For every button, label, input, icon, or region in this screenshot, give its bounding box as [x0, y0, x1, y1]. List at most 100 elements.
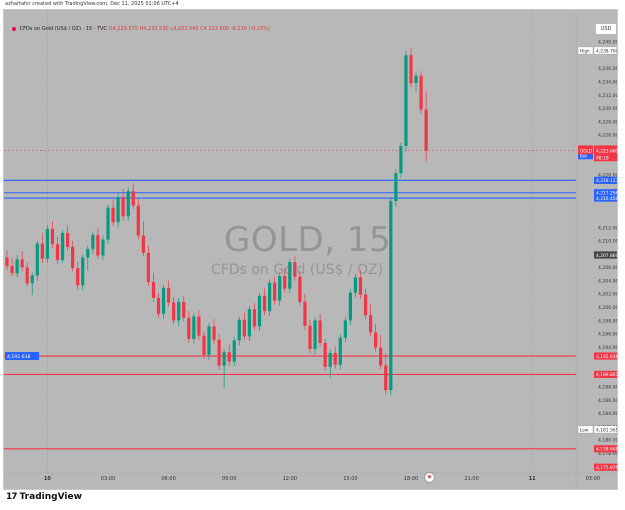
price-label-bid-tag-bg: [578, 152, 593, 160]
chart-panel[interactable]: 10 03:00 06:00 09:00 12:00 15:00 18:00 21:00 11 0…: [3, 9, 618, 490]
price-label-blue: 4,217.256: [596, 191, 617, 197]
candle-body: [323, 343, 327, 367]
price-tick-label: 4,196.000: [598, 332, 617, 338]
price-tick-label: 4,206.000: [598, 265, 617, 271]
price-tick-label: 4,210.000: [598, 239, 617, 245]
price-tick-label: 4,184.000: [598, 411, 617, 417]
candle-body: [353, 277, 358, 293]
candle-body: [207, 326, 211, 355]
candle-body: [111, 207, 115, 223]
candle-body: [66, 232, 70, 247]
candle-body: [177, 301, 181, 321]
candle-body: [101, 239, 105, 256]
candle-body: [369, 315, 373, 333]
price-axis: [576, 10, 617, 489]
candle-body: [222, 352, 226, 366]
symbol-name[interactable]: CFDs on Gold (US$ / OZ) · 15 · TVC: [19, 26, 107, 32]
candle-body: [45, 228, 49, 259]
ohlc-open: O4,229.575: [108, 26, 138, 32]
candle-body: [136, 205, 140, 236]
candle-body: [20, 259, 24, 268]
candle-body: [156, 297, 161, 314]
price-label-red-bg: [594, 352, 617, 360]
candle-body: [192, 316, 196, 340]
price-tick-label: 4,194.000: [598, 345, 617, 351]
candle-body: [283, 276, 287, 289]
candle-body: [161, 287, 166, 314]
currency-button[interactable]: USD: [595, 23, 617, 35]
price-label-low-tag: Low: [580, 427, 589, 432]
price-tick-label: 4,202.000: [598, 292, 617, 298]
candle-body: [60, 232, 65, 261]
price-tick-label: 4,204.000: [598, 278, 617, 284]
candle-body: [242, 319, 246, 337]
price-tick-label: 4,180.000: [598, 438, 617, 444]
tradingview-logo-text: TradingView: [19, 492, 82, 502]
time-tick-label: 18:00: [404, 476, 418, 482]
candle-body: [126, 191, 130, 217]
candle-body: [35, 243, 39, 276]
candle-body: [384, 365, 388, 391]
candle-body: [106, 207, 110, 240]
left-level-label: 4,192.638: [7, 354, 30, 360]
price-label-high: 4,238.700: [596, 48, 617, 54]
price-tick-label: 4,234.000: [598, 79, 617, 85]
candle-body: [358, 277, 363, 295]
price-label-high-tag: High: [580, 48, 590, 53]
candle-body: [141, 235, 145, 253]
candle-body: [197, 316, 201, 336]
candle-body: [76, 268, 80, 286]
candle-body: [187, 317, 191, 340]
price-label-red: 4,189.867: [596, 372, 617, 378]
candle-body: [424, 109, 428, 151]
watermark-subtitle: CFDs on Gold (US$ / OZ): [211, 262, 384, 278]
price-label-red-bg: [594, 463, 617, 471]
candle-body: [293, 262, 297, 277]
created-by-caption: azhartahir created with TradingView.com,…: [5, 1, 179, 7]
candle-body: [91, 234, 95, 249]
candle-body: [273, 282, 277, 301]
candle-body: [333, 352, 337, 365]
candle-body: [55, 244, 60, 261]
price-tick-label: 4,188.000: [598, 385, 617, 391]
time-tick-label: 09:00: [222, 476, 236, 482]
candle-body: [182, 301, 186, 318]
price-label-red-bg: [594, 445, 617, 453]
candle-body: [278, 276, 282, 301]
candle-body: [338, 337, 342, 365]
price-label-last-tag-bg: [578, 147, 593, 155]
candle-body: [328, 352, 332, 367]
candle-body: [298, 276, 302, 302]
ohlc-change: -6.230 (-0.15%): [230, 26, 270, 32]
candle-body: [318, 320, 322, 344]
price-tick-label: 4,226.000: [598, 133, 617, 139]
time-tick-label: 11: [529, 476, 536, 482]
price-label-grey: 4,207.869: [596, 253, 617, 259]
candle-body: [374, 332, 378, 348]
price-label-red-bg: [594, 370, 617, 378]
candle-body: [262, 295, 267, 312]
price-label-blue-bg: [594, 176, 617, 184]
candle-body: [363, 294, 368, 316]
price-label-countdown: 08:19: [596, 155, 609, 161]
candle-body: [217, 339, 221, 366]
price-tick-label: 4,200.000: [598, 305, 617, 311]
candle-body: [419, 75, 423, 110]
candle-body: [414, 75, 418, 84]
candle-body: [257, 295, 262, 327]
price-tick-label: 4,230.000: [598, 106, 617, 112]
candle-body: [50, 228, 55, 245]
snapshot-icon[interactable]: ◉: [424, 472, 435, 483]
price-tick-label: 4,186.000: [598, 398, 617, 404]
time-tick-label: 10: [44, 476, 51, 482]
candle-body: [116, 197, 120, 223]
price-label-grey-bg: [594, 251, 617, 259]
candle-body: [131, 191, 135, 206]
candle-body: [146, 252, 150, 282]
time-tick-label: 15:00: [343, 476, 357, 482]
candle-body: [30, 275, 34, 284]
price-tick-label: 4,178.000: [598, 451, 617, 457]
candle-body: [237, 319, 241, 341]
candle-body: [151, 281, 156, 298]
candlestick-chart[interactable]: 10 03:00 06:00 09:00 12:00 15:00 18:00 21:00 11 0…: [4, 10, 617, 489]
